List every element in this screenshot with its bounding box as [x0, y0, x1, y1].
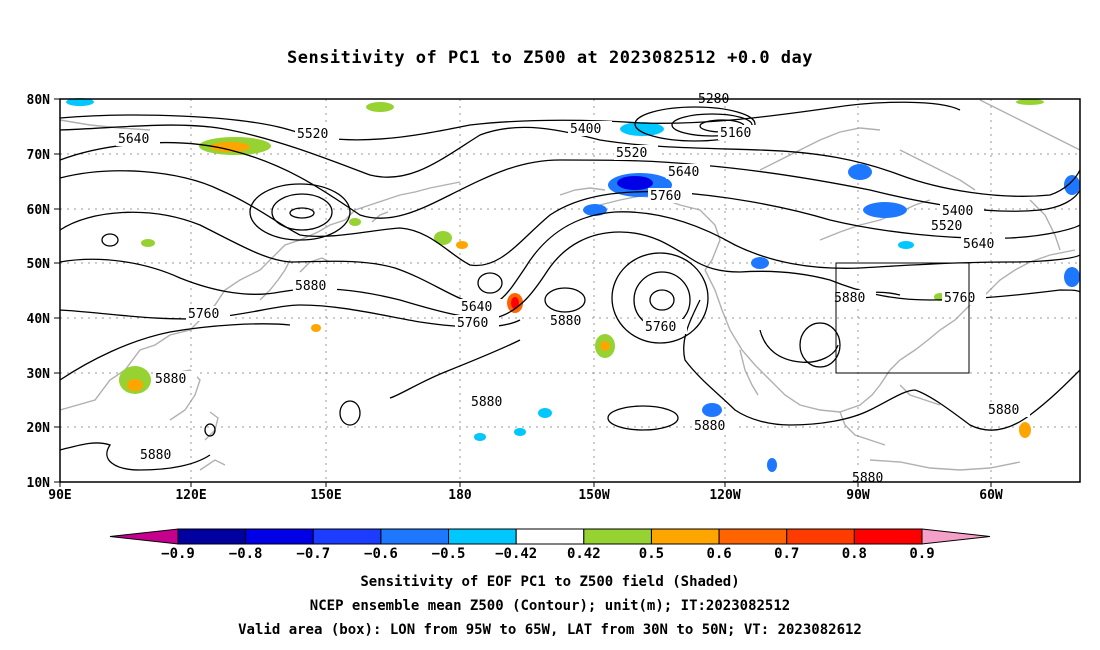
footer-line-3: Valid area (box): LON from 95W to 65W, L… [238, 622, 862, 638]
contour-label: 5880 [550, 314, 581, 329]
contour-label: 5880 [694, 419, 725, 434]
colorbar-label: 0.7 [774, 546, 799, 562]
lat-label: 70N [27, 148, 51, 163]
coastlines [59, 99, 1081, 471]
lat-label: 20N [27, 421, 51, 436]
contour-label: 5520 [931, 219, 962, 234]
lat-label: 80N [27, 93, 51, 108]
colorbar-segment [515, 528, 585, 545]
lat-label: 40N [27, 312, 51, 327]
contour-label: 5160 [720, 126, 751, 141]
contour-label: 5880 [988, 403, 1019, 418]
contour-label: 5760 [650, 189, 681, 204]
colorbar-label: 0.42 [567, 546, 601, 562]
plot-frame [59, 98, 1081, 483]
colorbar-label: −0.9 [161, 546, 195, 562]
colorbar-segment [380, 528, 450, 545]
contour-label: 5880 [471, 395, 502, 410]
contour-label: 5760 [188, 307, 219, 322]
lon-label: 150W [578, 488, 609, 503]
colorbar-segment [853, 528, 923, 545]
lon-label: 90E [48, 488, 71, 503]
lat-label: 60N [27, 203, 51, 218]
valid-area-box [835, 262, 970, 374]
colorbar-label: 0.5 [639, 546, 664, 562]
contour-label: 5640 [668, 165, 699, 180]
colorbar-segment [786, 528, 855, 545]
contour-label: 5640 [461, 300, 492, 315]
contour-label: 5760 [645, 320, 676, 335]
lat-label: 50N [27, 257, 51, 272]
contour-label: 5880 [295, 279, 326, 294]
colorbar-segment [921, 528, 991, 545]
contour-label: 5520 [616, 146, 647, 161]
colorbar-segment [109, 528, 179, 545]
lon-label: 150E [310, 488, 341, 503]
colorbar-segment [718, 528, 788, 545]
colorbar-label: 0.9 [909, 546, 934, 562]
contour-label: 5640 [118, 132, 149, 147]
colorbar-label: −0.7 [296, 546, 330, 562]
contour-label: 5400 [942, 204, 973, 219]
colorbar-label: 0.6 [706, 546, 731, 562]
colorbar-segment [177, 528, 247, 545]
footer-line-1: Sensitivity of EOF PC1 to Z500 field (Sh… [360, 574, 740, 590]
lon-label: 120E [175, 488, 206, 503]
lat-label: 10N [27, 476, 51, 491]
colorbar-segment [448, 528, 517, 545]
colorbar-label: 0.8 [842, 546, 867, 562]
colorbar-label: −0.42 [495, 546, 537, 562]
colorbar-label: −0.8 [229, 546, 263, 562]
lon-label: 60W [979, 488, 1003, 503]
colorbar-segment [312, 528, 382, 545]
chart-title: Sensitivity of PC1 to Z500 at 2023082512… [286, 48, 813, 68]
colorbar-segment [583, 528, 652, 545]
contour-label: 5880 [140, 448, 171, 463]
colorbar-label: −0.5 [432, 546, 466, 562]
colorbar-label: −0.6 [364, 546, 398, 562]
lon-label: 90W [846, 488, 870, 503]
contour-label: 5760 [944, 291, 975, 306]
lat-label: 30N [27, 367, 51, 382]
colorbar-segment [650, 528, 720, 545]
contour-labels: 5640 5520 5400 5280 5160 5520 5640 5760 … [116, 92, 1030, 486]
contour-label: 5400 [570, 122, 601, 137]
lon-label: 180 [448, 488, 472, 503]
footer-line-2: NCEP ensemble mean Z500 (Contour); unit(… [309, 598, 791, 614]
contour-label: 5880 [155, 372, 186, 387]
contour-label: 5880 [852, 471, 883, 486]
lon-label: 120W [709, 488, 740, 503]
colorbar-segment [245, 528, 314, 545]
colorbar [109, 528, 991, 545]
contour-label: 5760 [457, 316, 488, 331]
contour-label: 5640 [963, 237, 994, 252]
contour-label: 5520 [297, 127, 328, 142]
contour-label: 5880 [834, 291, 865, 306]
